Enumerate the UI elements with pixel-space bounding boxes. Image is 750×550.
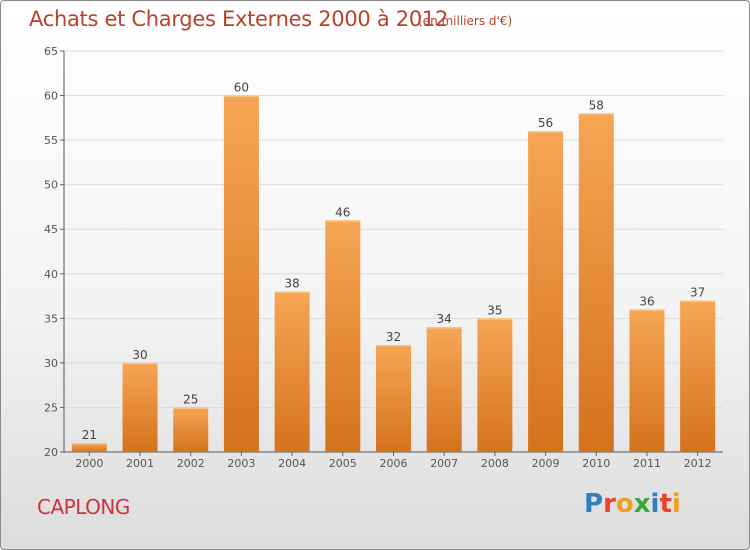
- x-tick-label-2008: 2008: [481, 457, 509, 470]
- x-tick-label-2012: 2012: [684, 457, 712, 470]
- logo-letter: P: [584, 489, 604, 519]
- bar-2008[interactable]: [477, 318, 513, 452]
- value-label-2004: 38: [284, 277, 299, 291]
- y-tick-label: 50: [44, 179, 58, 192]
- x-tick-label-2001: 2001: [126, 457, 154, 470]
- bar-2004[interactable]: [274, 291, 310, 452]
- value-label-2006: 32: [386, 330, 401, 344]
- x-tick-label-2003: 2003: [227, 457, 255, 470]
- bar-highlight: [71, 443, 107, 445]
- bar-2012[interactable]: [680, 300, 716, 452]
- x-tick-label-2009: 2009: [532, 457, 560, 470]
- bar-highlight: [376, 345, 411, 347]
- value-label-2003: 60: [234, 81, 249, 95]
- bar-highlight: [173, 407, 209, 409]
- x-tick-label-2011: 2011: [633, 457, 661, 470]
- value-label-2012: 37: [690, 286, 705, 300]
- x-tick-label-2004: 2004: [278, 457, 306, 470]
- bar-highlight: [426, 327, 462, 329]
- commune-name: CAPLONG: [37, 495, 130, 519]
- bar-2001[interactable]: [122, 362, 158, 452]
- bar-2006[interactable]: [376, 345, 411, 452]
- logo-letter: o: [615, 489, 634, 519]
- value-label-2011: 36: [639, 294, 654, 308]
- logo-letter: r: [603, 489, 616, 519]
- value-label-2009: 56: [538, 116, 553, 130]
- bar-2002[interactable]: [173, 407, 209, 452]
- value-label-2007: 34: [437, 312, 452, 326]
- value-label-2001: 30: [132, 348, 147, 362]
- y-tick-label: 65: [44, 45, 58, 58]
- x-tick-label-2010: 2010: [582, 457, 610, 470]
- logo-letter: i: [671, 489, 681, 519]
- bar-2009[interactable]: [528, 131, 564, 452]
- bar-2010[interactable]: [578, 113, 614, 452]
- y-tick-label: 30: [44, 357, 58, 370]
- bar-2011[interactable]: [629, 309, 665, 452]
- y-tick-label: 35: [44, 312, 58, 325]
- bar-highlight: [274, 291, 310, 294]
- bar-highlight: [477, 318, 513, 320]
- value-label-2010: 58: [589, 98, 604, 112]
- bar-2007[interactable]: [426, 327, 462, 452]
- bar-highlight: [325, 220, 361, 222]
- bar-highlight: [629, 309, 665, 311]
- y-tick-label: 40: [44, 268, 58, 281]
- y-tick-label: 45: [44, 223, 58, 236]
- value-label-2000: 21: [82, 428, 97, 442]
- logo-letter: x: [633, 489, 651, 519]
- x-tick-label-2000: 2000: [75, 457, 103, 470]
- x-tick-label-2007: 2007: [430, 457, 458, 470]
- bar-highlight: [122, 362, 158, 365]
- logo-letter: i: [650, 489, 660, 519]
- x-tick-label-2002: 2002: [177, 457, 205, 470]
- y-tick-label: 55: [44, 134, 58, 147]
- bar-highlight: [578, 113, 614, 115]
- y-tick-label: 25: [44, 401, 58, 414]
- bar-highlight: [223, 95, 259, 98]
- bar-highlight: [680, 300, 716, 303]
- value-label-2005: 46: [335, 205, 350, 219]
- bar-2000[interactable]: [71, 443, 107, 452]
- value-label-2002: 25: [183, 392, 198, 406]
- chart-title: Achats et Charges Externes 2000 à 2012: [29, 7, 449, 31]
- y-tick-label: 60: [44, 90, 58, 103]
- proxiti-logo[interactable]: Proxiti: [584, 489, 681, 519]
- x-tick-label-2006: 2006: [380, 457, 408, 470]
- chart-unit-note: (en milliers d'€): [418, 14, 513, 28]
- y-tick-label: 20: [44, 446, 58, 459]
- logo-letter: t: [659, 489, 672, 519]
- bar-2005[interactable]: [325, 220, 361, 452]
- value-label-2008: 35: [487, 303, 502, 317]
- bar-highlight: [528, 131, 564, 133]
- bar-2003[interactable]: [223, 95, 259, 453]
- x-tick-label-2005: 2005: [329, 457, 357, 470]
